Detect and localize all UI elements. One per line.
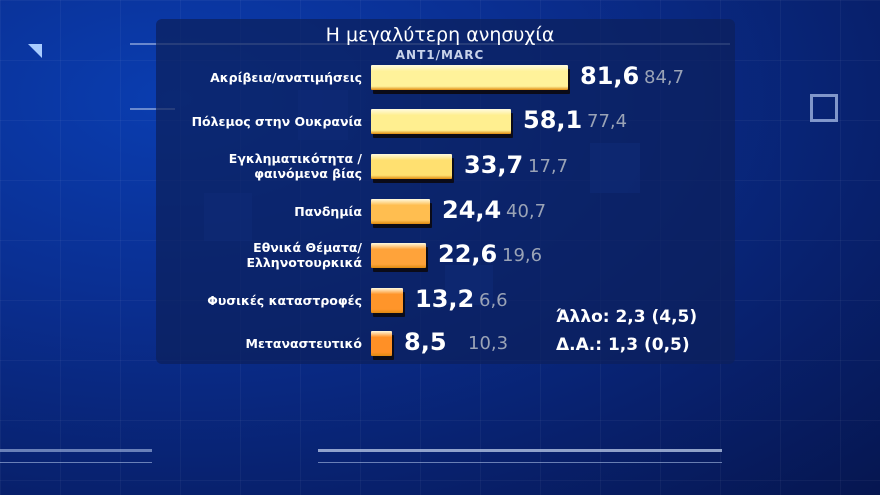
bar — [371, 65, 568, 90]
triangle-corner-icon — [28, 44, 42, 58]
previous-value: 19,6 — [502, 245, 543, 266]
deco-line — [318, 462, 722, 463]
other-annotation: Άλλο: 2,3 (4,5) — [556, 307, 698, 327]
deco-line — [130, 108, 175, 110]
previous-value: 77,4 — [587, 111, 628, 132]
bar-value: 58,1 — [523, 106, 583, 134]
deco-line — [318, 449, 722, 452]
dk-na-annotation: Δ.Α.: 1,3 (0,5) — [556, 335, 690, 355]
bar-label: Εθνικά Θέματα/Ελληνοτουρκικά — [162, 240, 362, 270]
bar-label-line: Ελληνοτουρκικά — [246, 255, 362, 270]
previous-value: 10,3 — [468, 333, 509, 354]
bar — [371, 288, 403, 313]
bar-label-line: Πόλεμος στην Ουκρανία — [191, 114, 362, 129]
bar-row: Μεταναστευτικό 8,5 10,3 — [156, 325, 756, 365]
bar-value: 24,4 — [442, 196, 502, 224]
bar — [371, 243, 426, 268]
bar — [371, 199, 430, 224]
bar-row: Εθνικά Θέματα/Ελληνοτουρκικά 22,6 19,6 — [156, 237, 756, 277]
bar-value: 33,7 — [464, 151, 524, 179]
bar-label: Ακρίβεια/ανατιμήσεις — [162, 70, 362, 85]
deco-line — [0, 462, 152, 463]
bar-label: Μεταναστευτικό — [162, 336, 363, 351]
bar-label: Εγκληματικότητα / φαινόμενα βίας — [162, 151, 362, 181]
bar-value: 22,6 — [438, 240, 498, 268]
bar-label-line: Ακρίβεια/ανατιμήσεις — [210, 70, 362, 85]
bar-value: 8,5 — [404, 328, 447, 356]
previous-value: 84,7 — [644, 67, 685, 88]
bar-row: Πανδημία 24,4 40,7 — [156, 193, 756, 233]
bar-row: Εγκληματικότητα / φαινόμενα βίας 33,7 17,7 — [156, 148, 756, 188]
bar-row: Πόλεμος στην Ουκρανία 58,1 77,4 — [156, 103, 756, 143]
previous-value: 6,6 — [479, 290, 508, 311]
chart-source: ANT1/MARC — [395, 48, 485, 62]
bar — [371, 154, 452, 179]
chart-title: Η μεγαλύτερη ανησυχία — [325, 24, 555, 46]
bar — [371, 331, 392, 356]
bar-label-line: Μεταναστευτικό — [245, 336, 363, 351]
bar-label-line: φαινόμενα βίας — [254, 166, 362, 181]
bar — [371, 109, 511, 134]
bar-value: 81,6 — [580, 62, 640, 90]
bar-label-line: Εγκληματικότητα / — [228, 151, 362, 166]
bar-label-line: Εθνικά Θέματα/ — [253, 240, 362, 255]
previous-value: 40,7 — [506, 201, 547, 222]
bar-label-line: Φυσικές καταστροφές — [207, 293, 362, 308]
bar-label: Πόλεμος στην Ουκρανία — [162, 114, 362, 129]
bar-value: 13,2 — [415, 285, 475, 313]
bar-row: Ακρίβεια/ανατιμήσεις 81,6 84,7 — [156, 59, 756, 99]
previous-value: 17,7 — [528, 156, 569, 177]
square-outline-icon — [810, 94, 838, 122]
bar-label: Φυσικές καταστροφές — [162, 293, 362, 308]
bar-label-line: Πανδημία — [294, 204, 362, 219]
bar-label: Πανδημία — [162, 204, 362, 219]
deco-line — [0, 449, 152, 452]
bar-row: Φυσικές καταστροφές 13,2 6,6 — [156, 282, 756, 322]
